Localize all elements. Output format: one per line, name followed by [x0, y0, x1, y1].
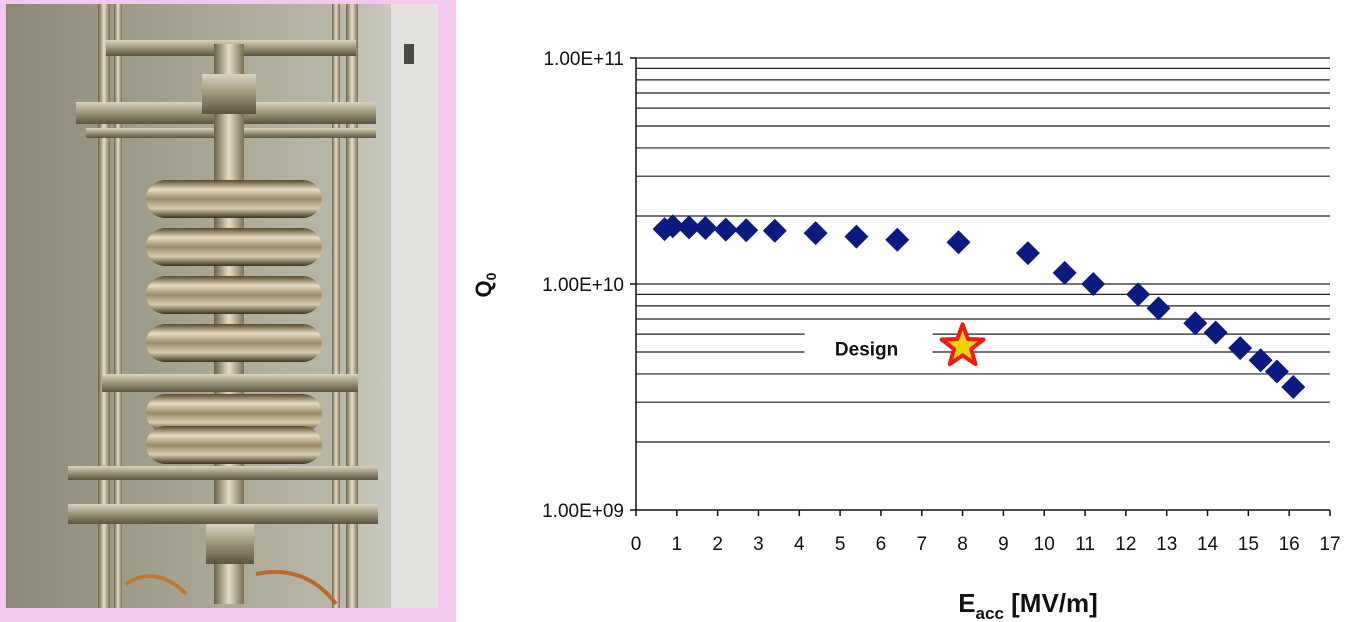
q0-vs-eacc-chart: 1.00E+111.00E+101.00E+09 0 1 2 3 4 5 6 7 8 9 10 11 1…	[471, 49, 1341, 622]
data-point	[693, 215, 718, 240]
y-tick-label: 1.00E+09	[542, 501, 624, 522]
x-tick-label: 5	[835, 534, 846, 555]
y-tick-labels: 1.00E+11 1.00E+10 1.00E+09	[542, 49, 636, 522]
x-tick-label: 12	[1115, 534, 1136, 555]
data-point	[660, 214, 685, 239]
x-tick-label: 15	[1238, 534, 1259, 555]
x-axis-title: Eacc [MV/m]	[958, 588, 1098, 622]
x-tick-label: 4	[794, 534, 805, 555]
x-tick-label: 16	[1279, 534, 1300, 555]
x-axis-title-rest: [MV/m]	[1004, 588, 1098, 618]
design-label: Design	[835, 339, 898, 360]
x-tick-label: 0	[631, 534, 642, 555]
x-tick-label: 17	[1319, 534, 1340, 555]
data-point	[1015, 241, 1040, 266]
x-tick-labels: 0 1 2 3 4 5 6 7 8 9 10 11 12 13 14 15 16 17	[631, 510, 1341, 555]
data-point	[1081, 272, 1106, 296]
data-point	[1203, 320, 1228, 345]
y-axis-title-sub: 0	[483, 272, 499, 280]
x-tick-label: 13	[1156, 534, 1177, 555]
y-tick-label: 1.00E+10	[542, 275, 624, 296]
y-axis-title: Q0	[471, 272, 499, 297]
y-axis-title-main: Q	[471, 280, 496, 297]
x-tick-label: 1	[672, 534, 683, 555]
design-label-background	[804, 324, 933, 365]
cavity-photo	[6, 4, 438, 608]
data-point	[713, 217, 738, 242]
data-point	[803, 221, 828, 246]
data-point	[1248, 348, 1273, 373]
design-annotation: Design	[804, 322, 986, 367]
x-tick-label: 6	[876, 534, 887, 555]
data-points	[652, 214, 1306, 400]
data-point	[1183, 311, 1208, 336]
x-tick-label: 8	[957, 534, 968, 555]
data-point	[844, 224, 869, 249]
y-tick-label: 1.00E+11	[544, 49, 624, 70]
data-point	[734, 218, 759, 243]
data-point	[1052, 260, 1077, 285]
x-tick-label: 10	[1034, 534, 1055, 555]
x-tick-label: 2	[712, 534, 723, 555]
data-point	[1146, 296, 1171, 321]
data-point	[885, 227, 910, 252]
x-tick-label: 7	[916, 534, 927, 555]
x-tick-label: 14	[1197, 534, 1219, 555]
design-star-marker	[939, 322, 986, 367]
data-point	[1228, 336, 1253, 361]
data-point	[1264, 359, 1289, 384]
photo-panel	[0, 0, 456, 622]
data-point	[762, 218, 787, 243]
data-point	[1281, 375, 1306, 400]
x-tick-label: 9	[998, 534, 1009, 555]
x-axis-title-main: E	[958, 588, 975, 618]
data-point	[946, 230, 971, 255]
x-tick-label: 11	[1075, 534, 1095, 555]
x-axis-title-sub: acc	[976, 604, 1004, 622]
data-point	[677, 215, 702, 240]
gridlines	[636, 57, 1330, 443]
data-point	[1126, 282, 1151, 307]
x-tick-label: 3	[753, 534, 764, 555]
